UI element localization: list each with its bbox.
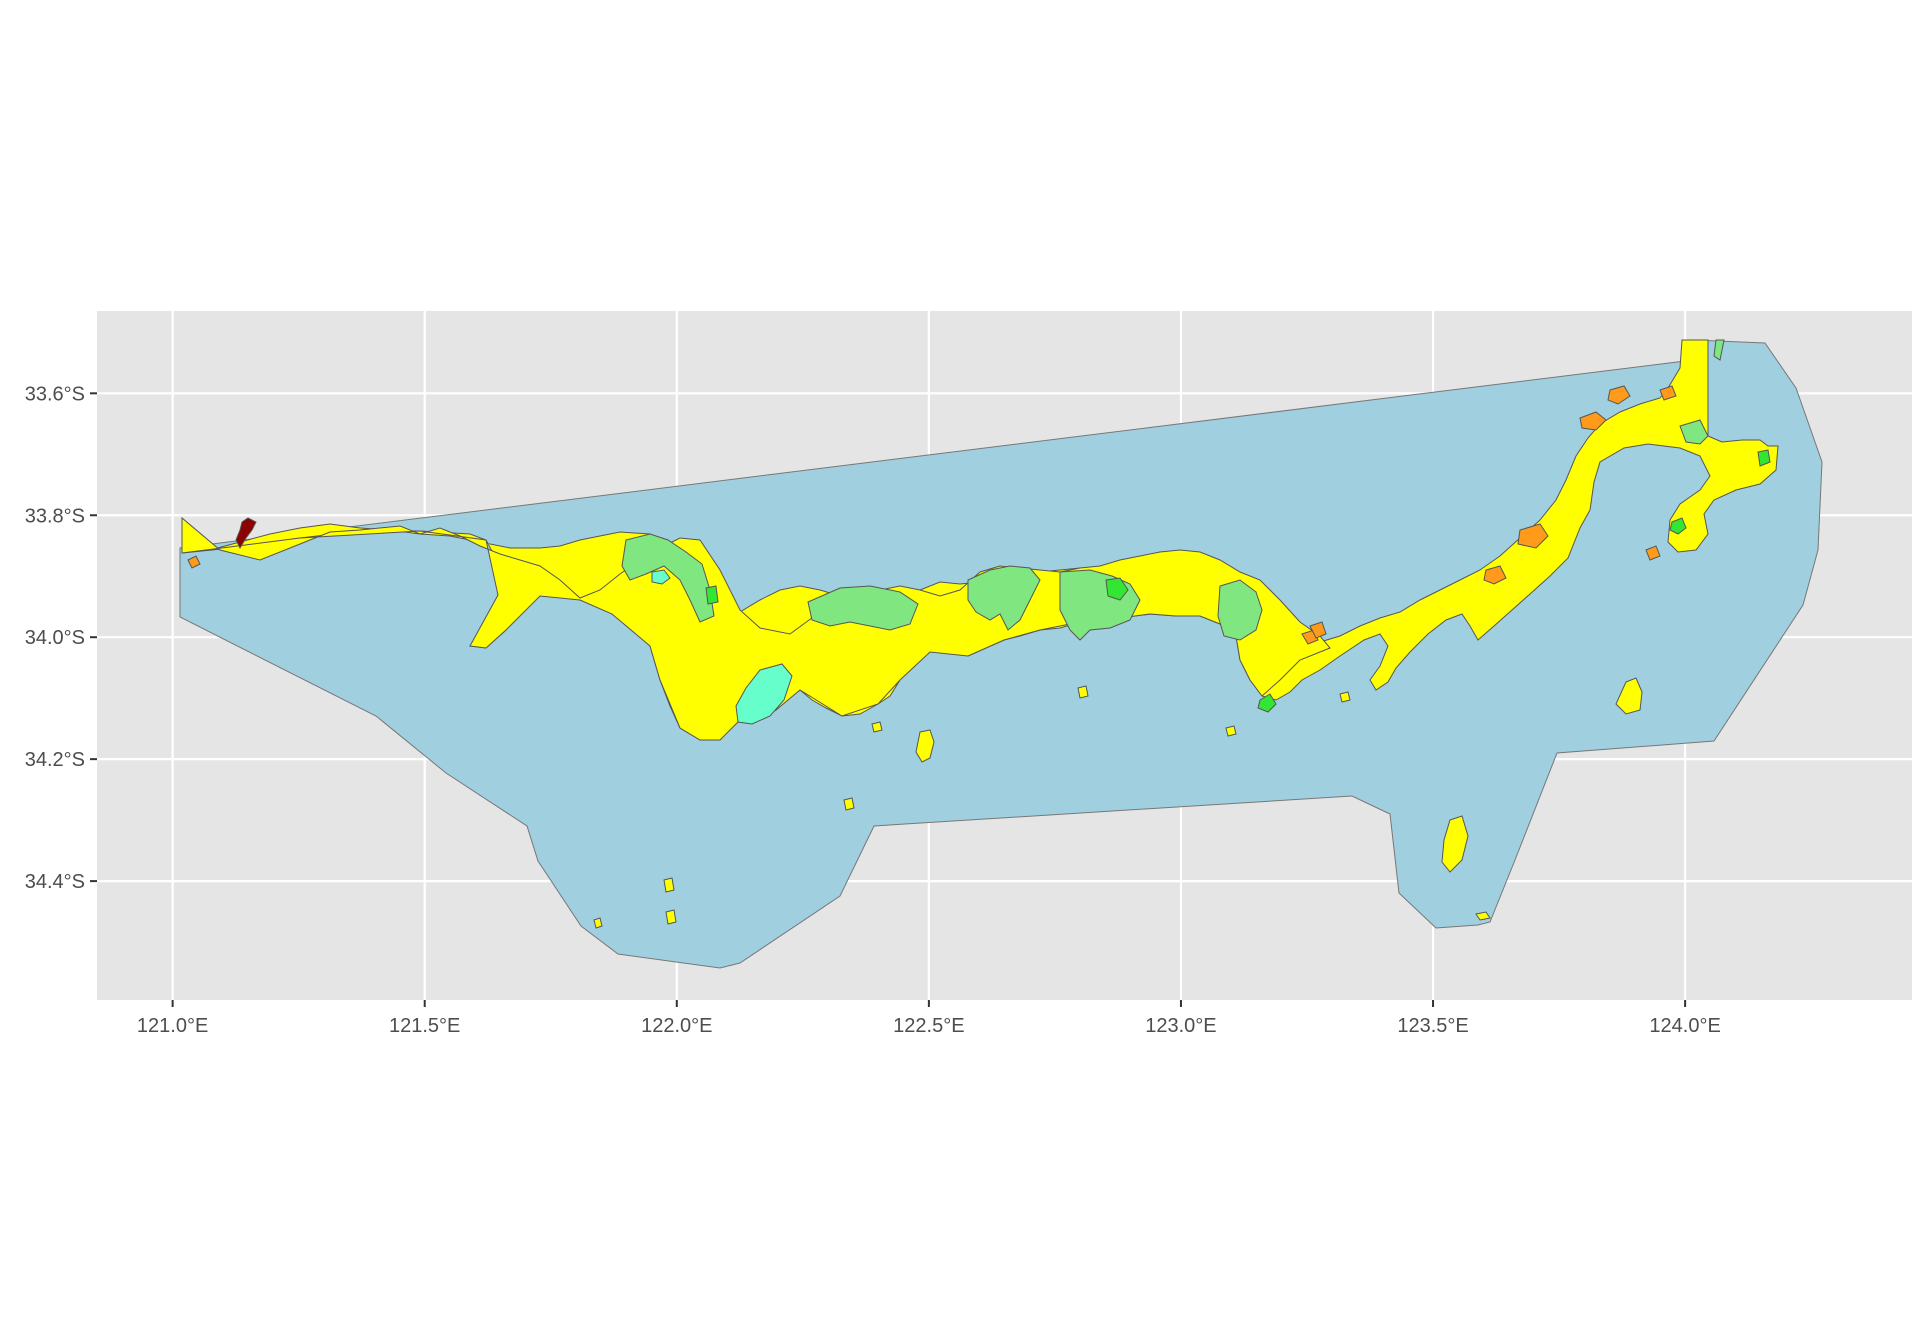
island (1615, 677, 1643, 715)
island (1077, 685, 1089, 699)
y-tick-label: 33.6°S (25, 383, 85, 405)
region-orange (1309, 621, 1327, 639)
ocean-area (179, 339, 1823, 969)
region-orange (1645, 545, 1661, 561)
x-tick-label: 121.5°E (389, 1015, 460, 1037)
x-tick-label: 124.0°E (1649, 1015, 1720, 1037)
island (1339, 691, 1351, 703)
y-tick-label: 33.8°S (25, 505, 85, 527)
island (1441, 815, 1469, 873)
map-regions (179, 339, 1823, 969)
region-green (1757, 449, 1771, 467)
island (871, 721, 883, 733)
y-tick-label: 34.2°S (25, 749, 85, 771)
region-light-green (807, 585, 919, 631)
region-green (1669, 517, 1687, 535)
region-orange (1607, 385, 1631, 405)
region-orange (1579, 411, 1607, 431)
region-orange (187, 555, 201, 569)
region-light-green (967, 565, 1041, 631)
region-light-green (1713, 339, 1725, 361)
y-tick-label: 34.4°S (25, 871, 85, 893)
region-green (1105, 577, 1129, 601)
x-tick-label: 123.0°E (1145, 1015, 1216, 1037)
region-aqua (651, 569, 671, 585)
region-light-green (621, 533, 715, 623)
x-tick-label: 122.0°E (641, 1015, 712, 1037)
region-aqua (735, 663, 793, 725)
island (1225, 725, 1237, 737)
region-orange (1517, 523, 1549, 549)
island (843, 797, 855, 811)
x-tick-label: 122.5°E (893, 1015, 964, 1037)
y-axis: 33.6°S 33.8°S 34.0°S 34.2°S 34.4°S (25, 383, 97, 893)
region-green (705, 585, 719, 605)
region-light-green (1679, 419, 1709, 445)
x-axis: 121.0°E 121.5°E 122.0°E 122.5°E 123.0°E 123.5… (137, 1000, 1721, 1037)
y-tick-label: 34.0°S (25, 627, 85, 649)
region-orange (1659, 385, 1677, 401)
island (915, 729, 935, 763)
region-dark-red (235, 517, 257, 550)
x-tick-label: 121.0°E (137, 1015, 208, 1037)
region-light-green (1217, 579, 1263, 641)
coastal-band-north (181, 516, 1331, 741)
island (1475, 911, 1491, 921)
island (663, 877, 675, 893)
x-tick-label: 123.5°E (1397, 1015, 1468, 1037)
island (665, 909, 677, 925)
region-green (1257, 693, 1277, 713)
region-orange (1483, 565, 1507, 585)
island (593, 917, 603, 929)
